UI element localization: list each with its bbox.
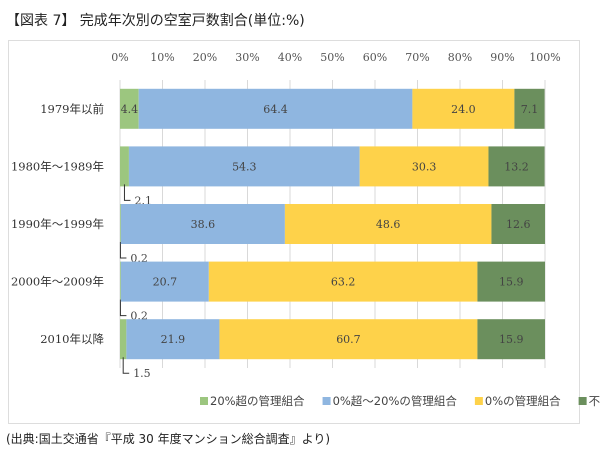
category-label: 2000年～2009年 bbox=[11, 275, 104, 289]
data-label: 13.2 bbox=[504, 160, 529, 173]
legend-label: 20%超の管理組合 bbox=[210, 394, 305, 408]
bar-segment bbox=[120, 146, 129, 187]
legend-swatch bbox=[322, 397, 331, 405]
bar-segment bbox=[128, 146, 360, 187]
data-label: 1.5 bbox=[133, 367, 151, 380]
legend-label: 不明 bbox=[589, 394, 600, 408]
x-tick-label: 70% bbox=[405, 51, 429, 64]
data-label: 64.4 bbox=[263, 103, 288, 116]
x-tick-label: 80% bbox=[448, 51, 472, 64]
bar-segment bbox=[120, 204, 121, 244]
data-label: 38.6 bbox=[191, 218, 216, 231]
chart-frame bbox=[8, 40, 580, 424]
category-label: 1980年～1989年 bbox=[11, 159, 104, 173]
data-label: 7.1 bbox=[521, 103, 539, 116]
bar-segment bbox=[120, 261, 209, 302]
leader-line bbox=[122, 357, 130, 374]
bar-segment bbox=[359, 146, 489, 187]
category-label: 2010年以降 bbox=[40, 332, 104, 346]
bar-segment bbox=[477, 261, 545, 302]
bar-segment bbox=[491, 204, 545, 244]
data-label: 30.3 bbox=[412, 160, 437, 173]
source-note: (出典:国土交通省『平成 30 年度マンション総合調査』より) bbox=[6, 432, 331, 446]
bar-segment bbox=[120, 88, 139, 129]
leader-line bbox=[123, 184, 131, 201]
data-label: 54.3 bbox=[232, 160, 257, 173]
category-label: 1990年～1999年 bbox=[11, 217, 104, 231]
x-tick-label: 60% bbox=[363, 51, 387, 64]
data-label: 63.2 bbox=[331, 276, 356, 289]
bar-segment bbox=[219, 319, 478, 360]
legend-label: 0%超～20%の管理組合 bbox=[333, 394, 458, 408]
x-tick-label: 20% bbox=[193, 51, 217, 64]
x-tick-label: 90% bbox=[490, 51, 514, 64]
bar-segment bbox=[120, 319, 127, 360]
x-tick-label: 40% bbox=[278, 51, 302, 64]
category-label: 1979年以前 bbox=[40, 102, 104, 116]
x-tick-label: 30% bbox=[235, 51, 259, 64]
legend-label: 0%の管理組合 bbox=[485, 394, 561, 408]
data-label: 60.7 bbox=[336, 333, 361, 346]
data-label: 12.6 bbox=[506, 218, 531, 231]
bar-segment bbox=[284, 204, 492, 244]
data-label: 48.6 bbox=[376, 218, 401, 231]
x-tick-label: 100% bbox=[529, 51, 560, 64]
legend-swatch bbox=[578, 397, 587, 405]
bar-segment bbox=[120, 261, 121, 302]
legend-swatch bbox=[200, 397, 208, 405]
data-label: 21.9 bbox=[161, 333, 186, 346]
leader-line bbox=[119, 242, 127, 259]
data-label: 20.7 bbox=[153, 276, 178, 289]
bar-segment bbox=[208, 261, 478, 302]
bar-segment bbox=[412, 88, 515, 129]
bar-segment bbox=[126, 319, 220, 360]
bar-segment bbox=[120, 204, 285, 244]
data-label: 15.9 bbox=[499, 276, 524, 289]
x-tick-label: 10% bbox=[150, 51, 174, 64]
data-label: 15.9 bbox=[499, 333, 524, 346]
bar-segment bbox=[514, 88, 545, 129]
leader-line bbox=[119, 299, 127, 317]
x-tick-label: 0% bbox=[111, 51, 128, 64]
bar-segment bbox=[477, 319, 545, 360]
x-tick-label: 50% bbox=[320, 51, 344, 64]
data-label: 4.4 bbox=[121, 103, 139, 116]
bar-segment bbox=[488, 146, 545, 187]
data-label: 24.0 bbox=[451, 103, 476, 116]
bar-segment bbox=[138, 88, 413, 129]
legend-swatch bbox=[474, 397, 483, 405]
chart-title: 【図表 7】 完成年次別の空室戸数割合(単位:%) bbox=[6, 13, 305, 29]
